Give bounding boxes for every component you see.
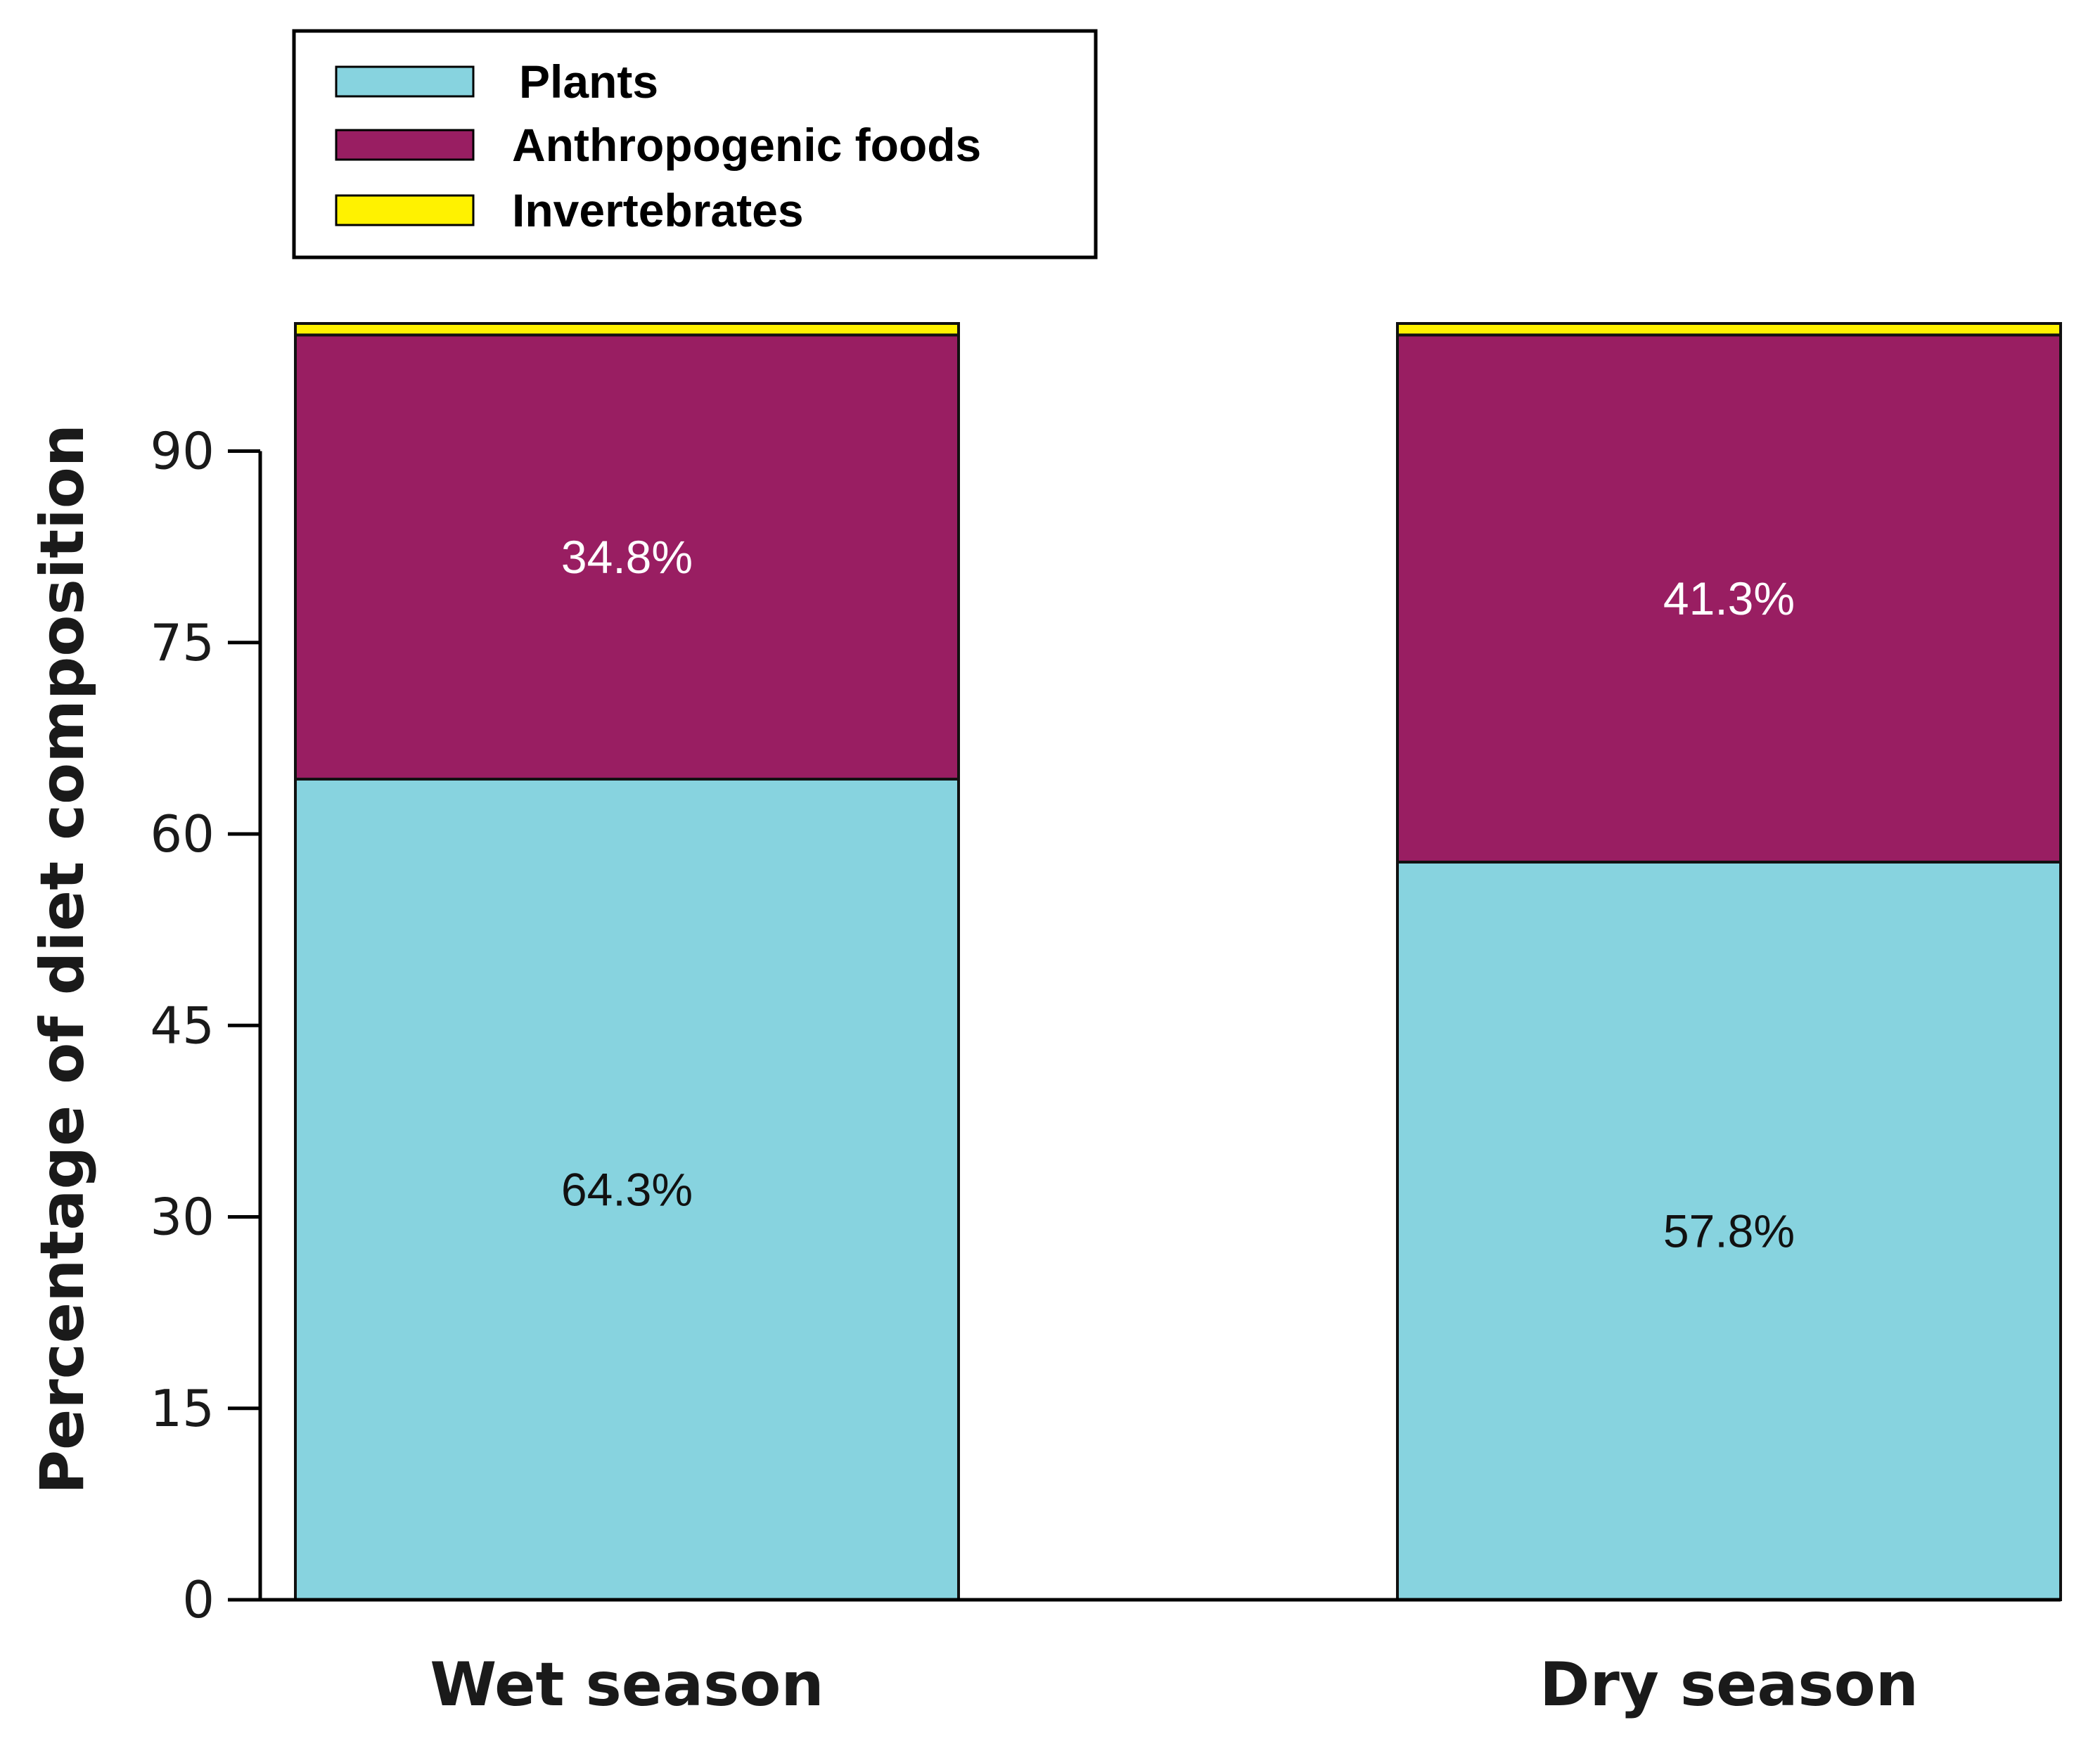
- bars: 64.3% 34.8% 57.8% 41.3%: [294, 322, 2062, 1601]
- x-category-label: Dry season: [1539, 1650, 1919, 1720]
- y-tick-label: 15: [150, 1379, 215, 1438]
- legend-label: Anthropogenic foods: [512, 119, 981, 171]
- legend-swatch: [335, 65, 475, 98]
- x-category-label: Wet season: [430, 1650, 824, 1720]
- y-axis-title: Percentage of diet composition: [27, 424, 98, 1494]
- bar-segment-anthropogenic-foods: [1396, 333, 2062, 864]
- bar-segment-plants: [1396, 860, 2062, 1601]
- y-tick-label: 45: [150, 996, 215, 1055]
- y-axis: 0 15 30 45 60 75 90: [150, 422, 262, 1629]
- y-tick-label: 0: [182, 1570, 215, 1629]
- legend-swatch: [335, 129, 475, 161]
- y-tick-label: 30: [150, 1188, 215, 1247]
- bar-segment-invertebrates: [294, 322, 960, 337]
- y-tick-label: 90: [150, 422, 215, 481]
- legend-swatch: [335, 194, 475, 226]
- data-label: 57.8%: [1663, 1205, 1795, 1257]
- data-label: 34.8%: [561, 531, 693, 583]
- legend-label: Invertebrates: [512, 184, 804, 236]
- x-axis: Wet season Dry season: [260, 1598, 2061, 1720]
- data-label: 64.3%: [561, 1163, 693, 1215]
- data-label: 41.3%: [1663, 572, 1795, 624]
- legend: Plants Anthropogenic foods Invertebrates: [292, 29, 1098, 259]
- bar-segment-invertebrates: [1396, 322, 2062, 337]
- y-tick-label: 75: [150, 613, 215, 672]
- bar-segment-plants: [294, 777, 960, 1601]
- y-tick-label: 60: [150, 804, 215, 864]
- legend-label: Plants: [519, 56, 658, 108]
